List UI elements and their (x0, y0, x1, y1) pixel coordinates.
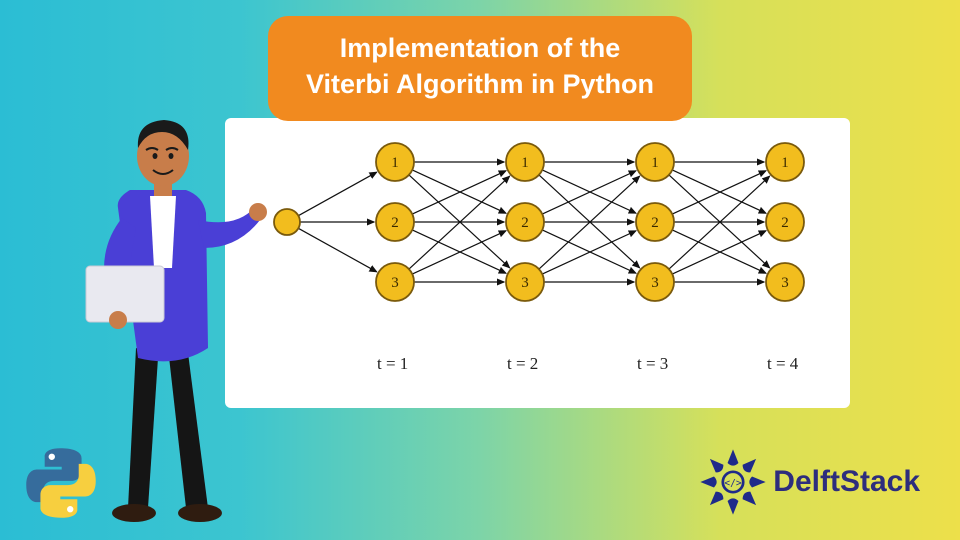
svg-text:3: 3 (521, 275, 529, 291)
time-step-label: t = 4 (767, 354, 798, 374)
svg-text:2: 2 (521, 215, 529, 231)
delftstack-logo: </> DelftStack (699, 448, 920, 516)
time-step-label: t = 1 (377, 354, 408, 374)
time-step-label: t = 3 (637, 354, 668, 374)
person-illustration (58, 108, 268, 528)
delftstack-text: DelftStack (773, 465, 920, 499)
time-step-label: t = 2 (507, 354, 538, 374)
svg-text:2: 2 (781, 215, 789, 231)
svg-text:3: 3 (781, 275, 789, 291)
svg-text:3: 3 (391, 275, 399, 291)
svg-text:2: 2 (391, 215, 399, 231)
svg-text:1: 1 (391, 155, 399, 171)
svg-text:</>: </> (725, 478, 742, 489)
delftstack-star-icon: </> (699, 448, 767, 516)
svg-text:1: 1 (521, 155, 529, 171)
trellis-panel: 1 2 3 1 2 3 1 2 3 1 2 3 t = 1 t = 2 t = 3 t = 4 (225, 118, 850, 408)
svg-text:3: 3 (651, 275, 659, 291)
svg-text:1: 1 (781, 155, 789, 171)
svg-text:1: 1 (651, 155, 659, 171)
svg-text:2: 2 (651, 215, 659, 231)
title-banner: Implementation of the Viterbi Algorithm … (268, 16, 692, 121)
